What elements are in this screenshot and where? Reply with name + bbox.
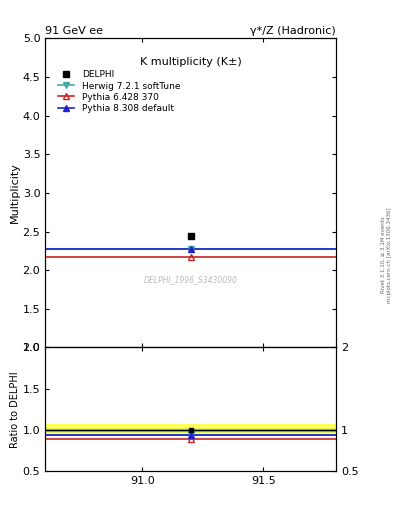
Bar bbox=[45, 429, 336, 431]
Y-axis label: Multiplicity: Multiplicity bbox=[10, 162, 20, 223]
Text: mcplots.cern.ch [arXiv:1306.3436]: mcplots.cern.ch [arXiv:1306.3436] bbox=[387, 207, 391, 303]
Y-axis label: Ratio to DELPHI: Ratio to DELPHI bbox=[10, 371, 20, 447]
Text: 91 GeV ee: 91 GeV ee bbox=[45, 26, 103, 36]
Bar bbox=[45, 424, 336, 432]
Text: K multiplicity (K±): K multiplicity (K±) bbox=[140, 57, 241, 67]
Text: Rivet 3.1.10, ≥ 3.1M events: Rivet 3.1.10, ≥ 3.1M events bbox=[381, 217, 386, 293]
Legend: DELPHI, Herwig 7.2.1 softTune, Pythia 6.428 370, Pythia 8.308 default: DELPHI, Herwig 7.2.1 softTune, Pythia 6.… bbox=[55, 68, 183, 116]
Text: γ*/Z (Hadronic): γ*/Z (Hadronic) bbox=[250, 26, 336, 36]
Text: DELPHI_1996_S3430090: DELPHI_1996_S3430090 bbox=[144, 275, 237, 284]
